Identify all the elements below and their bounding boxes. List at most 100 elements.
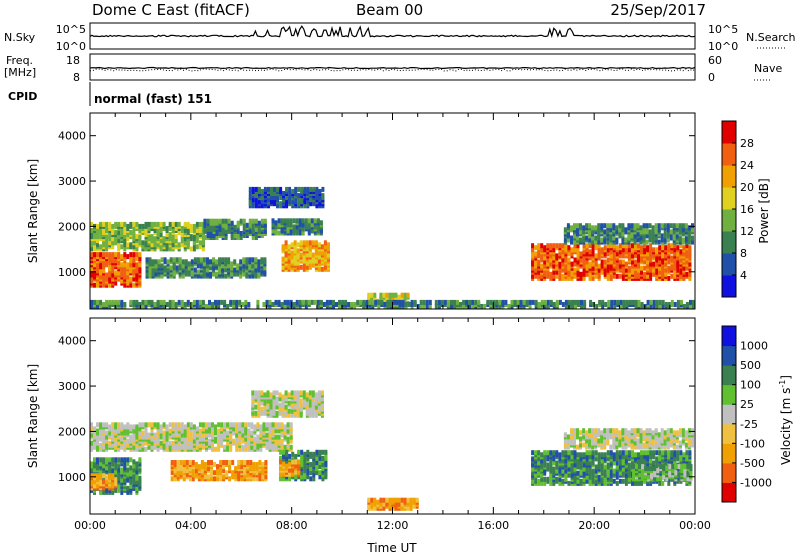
power-cell: [398, 299, 402, 305]
power-cell: [489, 299, 493, 305]
velocity-cell: [303, 464, 307, 470]
velocity-cell: [615, 460, 619, 466]
power-cell: [165, 242, 169, 248]
velocity-cell: [588, 450, 592, 456]
power-cell: [129, 276, 133, 282]
power-cell: [248, 257, 252, 263]
velocity-cell: [99, 457, 103, 463]
velocity-cell: [120, 457, 124, 463]
velocity-cell: [168, 440, 172, 446]
velocity-cell: [231, 470, 235, 476]
power-cell: [657, 227, 661, 233]
power-cell: [295, 299, 299, 305]
power-cell: [117, 234, 121, 240]
velocity-cell: [285, 449, 289, 455]
velocity-cell: [132, 459, 136, 465]
power-cell: [561, 273, 565, 279]
power-cell: [320, 244, 324, 250]
velocity-cell: [312, 476, 316, 482]
velocity-cell: [225, 460, 229, 465]
power-cell: [634, 304, 638, 309]
power-cell: [288, 195, 292, 201]
power-cell: [180, 238, 184, 244]
velocity-cell: [321, 466, 325, 472]
power-cell: [667, 265, 671, 271]
power-cell: [120, 299, 124, 305]
power-cell: [634, 269, 637, 275]
velocity-cell: [138, 422, 142, 428]
power-cell: [537, 302, 541, 307]
velocity-cell: [141, 430, 145, 436]
power-cell: [661, 269, 665, 275]
power-cell: [257, 199, 261, 205]
velocity-cell: [299, 390, 303, 396]
power-cell: [245, 261, 249, 267]
velocity-cell: [275, 410, 279, 416]
velocity-cell: [302, 400, 306, 406]
power-cell: [174, 302, 178, 307]
velocity-cell: [546, 462, 550, 468]
power-cell: [305, 260, 309, 266]
power-cell: [254, 193, 258, 199]
power-cell: [120, 278, 124, 284]
velocity-cell: [217, 428, 221, 434]
power-cell: [299, 240, 303, 246]
velocity-cell: [606, 462, 610, 468]
velocity-cell: [296, 390, 300, 396]
velocity-cell: [111, 457, 115, 463]
velocity-cell: [203, 462, 207, 467]
power-cell: [168, 299, 172, 305]
power-cell: [543, 299, 547, 305]
power-cell: [323, 264, 327, 270]
velocity-cell: [321, 449, 325, 455]
power-cell: [242, 222, 246, 228]
power-cell: [576, 243, 580, 249]
velocity-cell: [277, 422, 281, 428]
power-cell: [281, 256, 285, 262]
power-cell: [588, 243, 592, 249]
velocity-cell: [188, 476, 192, 482]
power-cell: [688, 261, 692, 267]
power-cell: [570, 239, 573, 245]
power-cell: [603, 237, 607, 243]
power-cell: [373, 292, 377, 298]
velocity-cell: [275, 404, 279, 410]
power-cell: [471, 299, 475, 305]
power-cell: [323, 254, 327, 260]
velocity-cell: [150, 444, 154, 450]
power-cell: [227, 218, 231, 224]
power-cell: [105, 299, 109, 305]
power-cell: [658, 255, 662, 261]
freq-panel: Freq. [MHz] 18 8 60 0 Nave: [4, 53, 782, 84]
velocity-cell: [252, 462, 256, 467]
power-cell: [135, 262, 139, 268]
velocity-cell: [123, 463, 127, 469]
power-cell: [172, 269, 176, 275]
power-cell: [99, 299, 103, 305]
velocity-cell: [144, 422, 148, 428]
power-cell: [555, 299, 559, 305]
power-cell: [267, 197, 270, 203]
power-cell: [585, 223, 589, 229]
power-cell: [257, 263, 261, 269]
power-cell: [248, 186, 252, 192]
power-cell: [534, 267, 538, 273]
power-cell: [531, 243, 535, 249]
power-cell: [531, 259, 535, 265]
power-cell: [401, 299, 405, 305]
power-cell: [663, 237, 667, 243]
power-cell: [111, 236, 115, 242]
velocity-cell: [90, 440, 93, 446]
power-cell: [236, 228, 240, 234]
velocity-cell: [253, 436, 257, 442]
power-cell: [395, 299, 399, 305]
power-cell: [323, 250, 327, 256]
power-ytick-label: 2000: [58, 220, 86, 233]
power-cell: [531, 299, 535, 305]
power-cell: [613, 304, 617, 309]
velocity-cell: [117, 467, 121, 473]
velocity-cell: [540, 472, 544, 478]
velocity-cell: [138, 457, 142, 463]
power-cell: [99, 221, 103, 227]
velocity-cell: [284, 396, 288, 402]
